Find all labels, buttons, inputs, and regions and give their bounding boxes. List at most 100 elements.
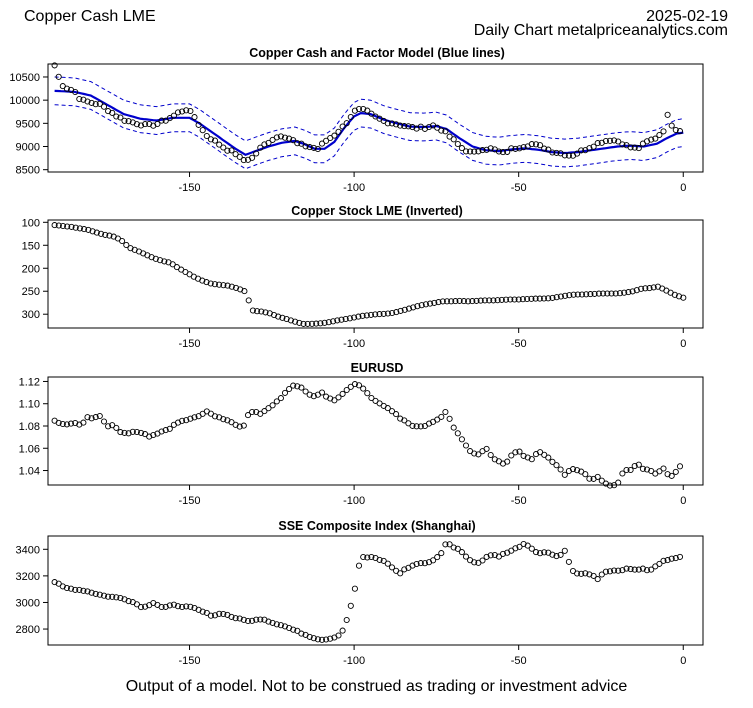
data-point: [117, 429, 124, 436]
data-point: [199, 608, 206, 615]
data-point: [249, 307, 256, 314]
x-tick-label: -50: [511, 182, 527, 194]
data-point: [448, 298, 455, 305]
data-point: [106, 232, 113, 239]
data-point: [298, 630, 305, 637]
data-point: [631, 566, 638, 573]
data-point: [598, 571, 605, 578]
data-point: [413, 423, 420, 430]
data-point: [51, 62, 58, 69]
data-point: [137, 122, 145, 129]
data-point: [635, 566, 642, 573]
data-point: [211, 137, 219, 144]
data-point: [594, 473, 601, 480]
data-point: [300, 320, 307, 327]
data-point: [228, 147, 235, 154]
data-point: [625, 289, 632, 296]
data-point: [672, 126, 679, 134]
y-tick-label: 10500: [9, 72, 40, 84]
data-point: [199, 277, 206, 284]
data-point: [109, 422, 116, 429]
data-point: [380, 310, 387, 317]
data-point: [608, 290, 615, 297]
data-point: [578, 147, 585, 154]
data-point: [430, 557, 437, 564]
x-tick-label: -50: [511, 338, 527, 350]
data-point: [393, 309, 400, 316]
data-point: [220, 282, 227, 289]
x-tick-label: 0: [680, 182, 686, 194]
data-point: [125, 598, 132, 605]
data-point: [528, 295, 535, 302]
data-point: [335, 632, 342, 639]
data-point: [467, 148, 474, 155]
data-point: [565, 152, 572, 159]
data-point: [590, 143, 597, 150]
data-point: [557, 293, 564, 300]
data-point: [612, 290, 619, 297]
data-point: [604, 290, 611, 297]
data-point: [615, 138, 622, 145]
data-point: [216, 281, 223, 288]
data-point: [109, 593, 116, 600]
data-point: [650, 284, 657, 291]
data-point: [207, 280, 214, 287]
data-point: [495, 553, 502, 560]
data-point: [281, 134, 289, 141]
data-point: [347, 113, 354, 121]
data-point: [76, 95, 83, 103]
data-point: [442, 541, 449, 548]
data-point: [452, 298, 459, 305]
data-point: [343, 386, 350, 394]
data-point: [257, 410, 264, 417]
data-point: [405, 305, 413, 312]
data-point: [157, 257, 164, 264]
data-point: [249, 154, 256, 161]
data-point: [346, 315, 353, 322]
data-point: [187, 603, 194, 610]
data-point: [317, 320, 324, 327]
data-point: [442, 128, 449, 135]
data-point: [574, 291, 581, 298]
data-point: [471, 148, 478, 155]
data-point: [660, 128, 667, 135]
data-point: [92, 414, 99, 421]
data-point: [553, 294, 560, 301]
disclaimer-footer: Output of a model. Not to be construed a…: [125, 678, 628, 695]
data-point: [520, 452, 527, 459]
data-point: [648, 136, 655, 143]
data-point: [487, 145, 494, 152]
data-point: [388, 408, 396, 415]
data-point: [287, 317, 294, 324]
data-point: [537, 142, 544, 149]
upper-band-line: [54, 76, 684, 142]
data-point: [561, 471, 568, 478]
data-point: [454, 140, 461, 148]
data-point: [133, 601, 140, 608]
data-point: [67, 420, 75, 427]
data-point: [261, 141, 268, 148]
data-point: [524, 454, 531, 461]
data-point: [676, 128, 684, 135]
y-tick-label: 3000: [16, 597, 40, 609]
data-point: [504, 148, 511, 155]
data-point: [270, 311, 278, 319]
data-point: [519, 296, 526, 303]
data-point: [89, 228, 96, 235]
data-point: [418, 302, 425, 309]
data-point: [421, 560, 428, 567]
data-point: [633, 287, 640, 294]
data-point: [80, 587, 87, 594]
data-point: [450, 136, 457, 143]
data-point: [258, 308, 265, 315]
data-point: [236, 153, 243, 160]
data-point: [97, 230, 105, 237]
data-point: [541, 451, 548, 458]
data-point: [446, 541, 453, 548]
data-point: [277, 133, 284, 140]
data-point: [508, 145, 515, 152]
data-point: [240, 157, 247, 164]
data-point: [360, 105, 367, 113]
data-point: [298, 384, 305, 391]
data-point: [512, 145, 519, 152]
